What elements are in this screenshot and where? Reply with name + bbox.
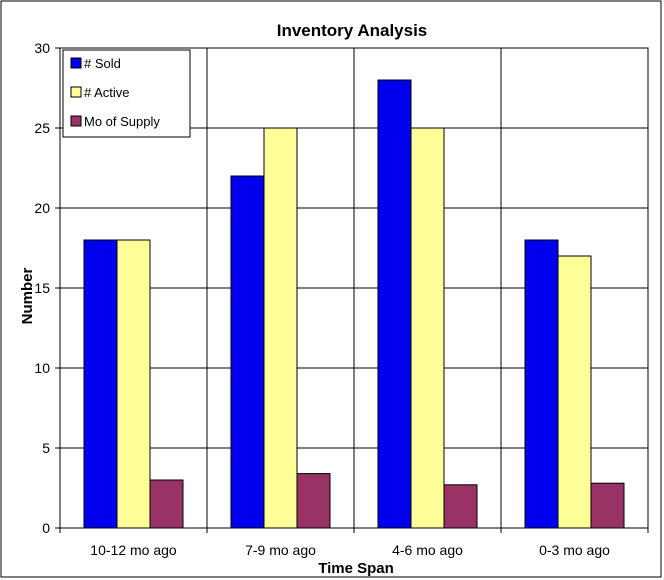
y-tick-label: 25 xyxy=(34,120,50,136)
x-axis-ticks: 10-12 mo ago 7-9 mo ago 4-6 mo ago 0-3 mo a… xyxy=(59,528,649,558)
bar xyxy=(524,239,559,529)
y-tick-label: 15 xyxy=(34,280,50,296)
bar xyxy=(377,79,412,529)
bar xyxy=(557,255,592,529)
legend-label: # Active xyxy=(84,85,130,100)
y-tick-label: 20 xyxy=(34,200,50,216)
bar xyxy=(263,127,298,529)
x-tick-label: 4-6 mo ago xyxy=(392,542,463,558)
x-axis-title: Time Span xyxy=(318,560,394,577)
y-tick-label: 5 xyxy=(42,440,50,456)
bar xyxy=(590,482,625,529)
legend-swatch xyxy=(70,115,82,127)
legend: # Sold # Active Mo of Supply xyxy=(62,49,191,138)
y-axis-title: Number xyxy=(19,268,36,325)
bar xyxy=(116,239,151,529)
bar xyxy=(230,175,265,529)
legend-label: # Sold xyxy=(84,56,121,71)
bar xyxy=(296,473,331,529)
legend-box xyxy=(62,49,191,138)
legend-swatch xyxy=(70,86,82,98)
x-tick-label: 7-9 mo ago xyxy=(245,542,316,558)
y-tick-label: 10 xyxy=(34,360,50,376)
x-tick-label: 10-12 mo ago xyxy=(90,542,177,558)
y-tick-label: 0 xyxy=(42,520,50,536)
bars xyxy=(83,79,625,529)
legend-swatch xyxy=(70,57,82,69)
legend-label: Mo of Supply xyxy=(84,114,160,129)
bar xyxy=(443,484,478,529)
bar xyxy=(83,239,118,529)
bar xyxy=(410,127,445,529)
chart-title: Inventory Analysis xyxy=(277,21,428,40)
y-tick-label: 30 xyxy=(34,40,50,56)
x-tick-label: 0-3 mo ago xyxy=(539,542,610,558)
y-axis-ticks: 0 5 10 15 20 25 30 xyxy=(34,40,60,536)
bar xyxy=(149,479,184,529)
